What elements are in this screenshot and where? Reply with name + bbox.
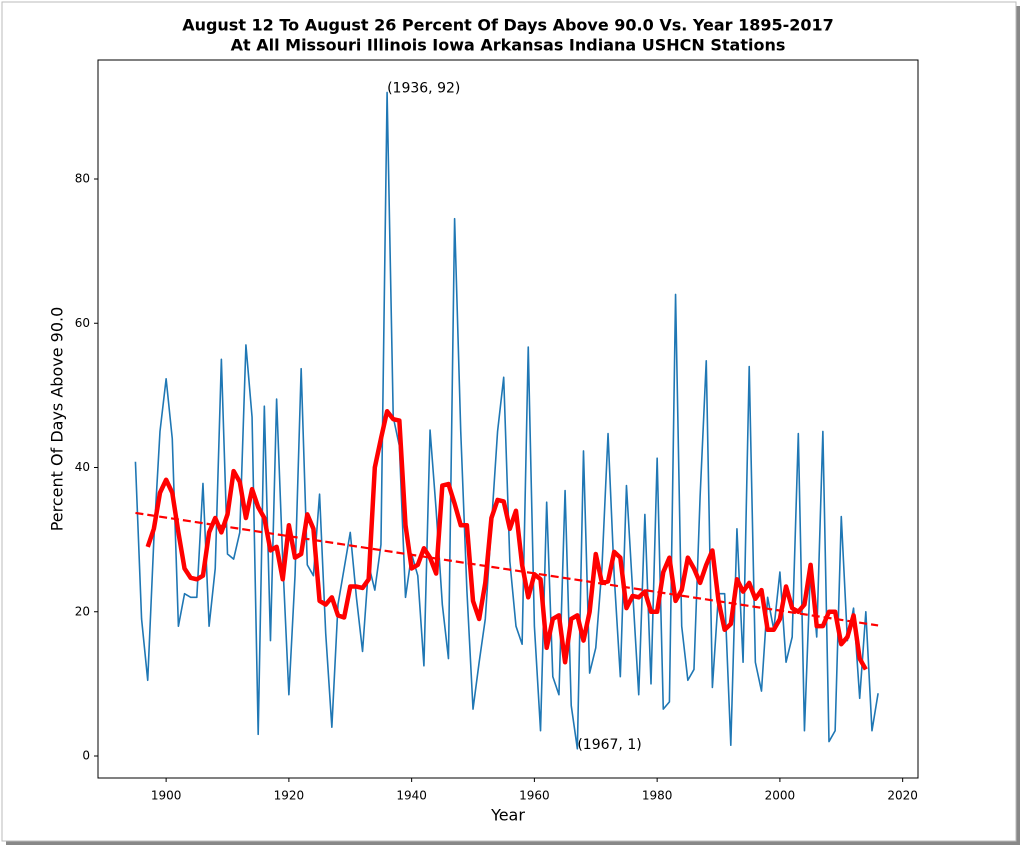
annotation: (1936, 92) (387, 80, 460, 96)
y-tick-label: 20 (75, 604, 90, 618)
x-tick-label: 1900 (151, 789, 182, 803)
x-tick-label: 1980 (642, 789, 673, 803)
x-tick-label: 2020 (887, 789, 918, 803)
annotation: (1967, 1) (577, 737, 641, 753)
x-tick-label: 1920 (274, 789, 305, 803)
y-tick-label: 0 (82, 749, 90, 763)
line (134, 91, 879, 750)
y-tick-label: 80 (75, 172, 90, 186)
x-axis-label: Year (490, 806, 525, 825)
trend-line (135, 511, 879, 627)
y-tick-label: 60 (75, 316, 90, 330)
chart-title: At All Missouri Illinois Iowa Arkansas I… (231, 36, 786, 55)
x-tick-label: 2000 (765, 789, 796, 803)
x-tick-label: 1940 (396, 789, 427, 803)
plot-border (97, 59, 919, 779)
chart-title: August 12 To August 26 Percent Of Days A… (182, 16, 834, 35)
y-axis-label: Percent Of Days Above 90.0 (48, 307, 67, 532)
y-tick-label: 40 (75, 460, 90, 474)
line (145, 409, 868, 671)
plot-area (98, 60, 918, 778)
x-tick-label: 1960 (519, 789, 550, 803)
